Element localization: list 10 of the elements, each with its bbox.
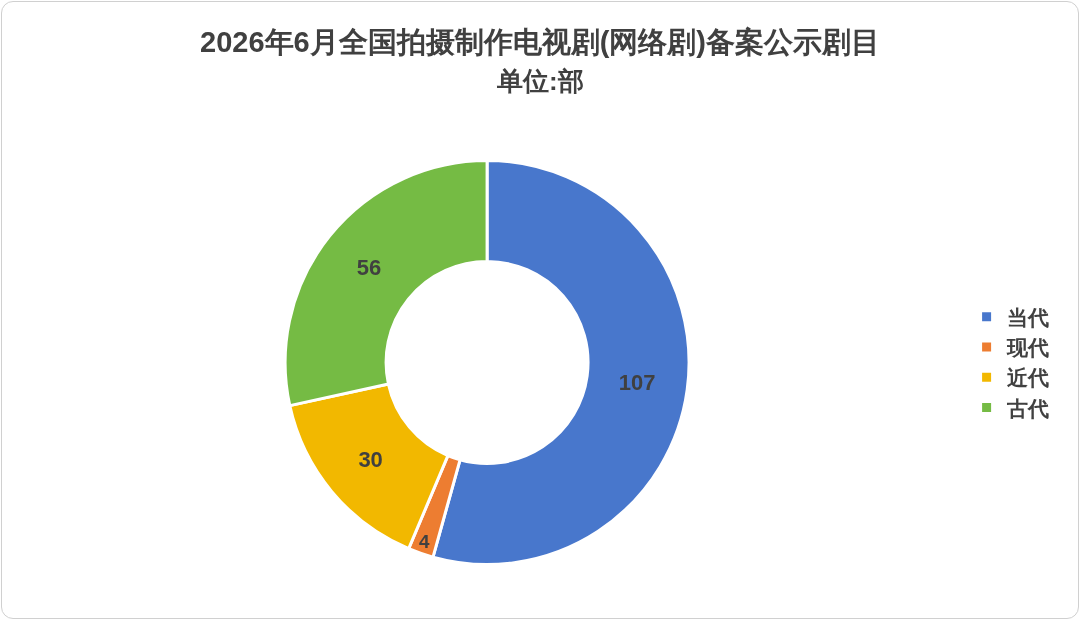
data-label: 107 <box>618 370 656 396</box>
data-label: 4 <box>419 531 431 553</box>
chart-title: 2026年6月全国拍摄制作电视剧(网络剧)备案公示剧目 <box>200 26 880 59</box>
legend-label: 现代 <box>1005 336 1049 360</box>
chart-subtitle: 单位:部 <box>496 66 584 96</box>
data-label: 56 <box>356 255 382 281</box>
data-label: 30 <box>358 446 383 472</box>
legend-label: 古代 <box>1005 396 1049 420</box>
legend-label: 当代 <box>1006 305 1049 329</box>
legend-label: 近代 <box>1005 366 1049 390</box>
